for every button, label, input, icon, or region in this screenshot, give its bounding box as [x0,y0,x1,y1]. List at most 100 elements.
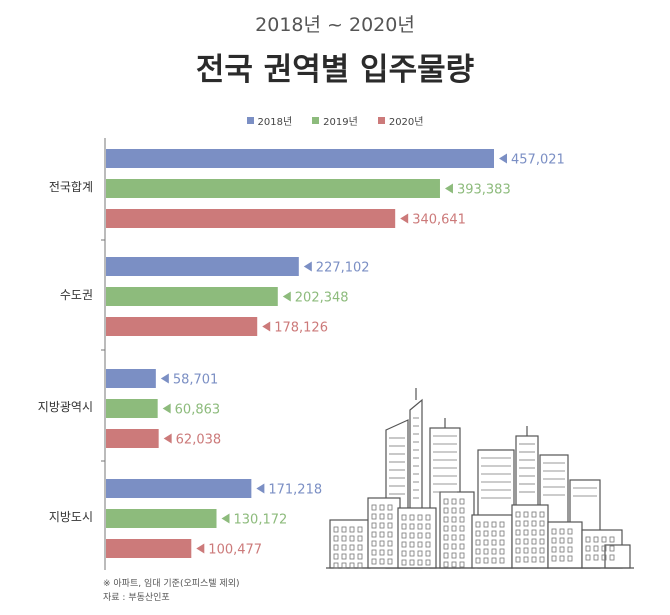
skyline-window [401,532,407,539]
skyline-window [357,553,363,560]
skyline-window [443,516,449,523]
skyline-window [551,546,557,553]
skyline-window [357,535,363,542]
footnote: ※ 아파트, 임대 기준(오피스텔 제외) 자료 : 부동산인포 [103,577,240,605]
skyline-window [459,525,465,532]
value-pointer [221,513,230,524]
city-skyline-illustration [326,388,634,569]
skyline-window [357,544,363,551]
value-pointer [162,403,171,414]
skyline-window [491,539,497,546]
skyline-window [409,541,415,548]
skyline-window [585,536,591,543]
skyline-window [349,535,355,542]
skyline-window [371,513,377,520]
value-pointer [262,321,271,332]
skyline-window [451,498,457,505]
skyline-window [609,554,615,561]
skyline-window [531,538,537,545]
bar [106,317,258,336]
skyline-window [417,559,423,566]
skyline-block-4 [439,491,475,569]
skyline-window [425,559,431,566]
data-label: 60,863 [175,403,221,418]
skyline-window [409,514,415,521]
skyline-window [401,550,407,557]
skyline-window [559,528,565,535]
skyline-window [539,547,545,554]
skyline-window [401,523,407,530]
skyline-window [341,535,347,542]
data-label: 130,172 [234,513,288,528]
skyline-window [475,539,481,546]
category-label: 지방도시 [49,510,93,524]
skyline-window [475,548,481,555]
skyline-window [387,522,393,529]
skyline-window [425,541,431,548]
bar [106,399,158,418]
skyline-window [459,543,465,550]
skyline-window [459,498,465,505]
skyline-window [459,507,465,514]
skyline-window [601,545,607,552]
skyline-window [409,559,415,566]
data-label: 227,102 [316,261,370,276]
skyline-window [475,557,481,564]
skyline-window [483,557,489,564]
skyline-window [499,557,505,564]
skyline-window [379,504,385,511]
skyline-window [515,538,521,545]
skyline-window [371,549,377,556]
data-label: 340,641 [412,213,466,228]
skyline-window [459,552,465,559]
skyline-window [333,544,339,551]
skyline-window [523,511,529,518]
category-label: 수도권 [60,288,93,302]
skyline-window [417,532,423,539]
skyline-window [483,548,489,555]
skyline-window [443,543,449,550]
value-pointer [256,483,265,494]
value-pointer [499,153,507,164]
skyline-window [499,530,505,537]
skyline-window [459,534,465,541]
skyline-window [567,546,573,553]
legend-label-2018: 2018년 [257,117,293,128]
skyline-window [387,504,393,511]
skyline-window [357,562,363,569]
skyline-window [451,543,457,550]
data-label: 178,126 [274,321,328,336]
skyline-window [349,562,355,569]
data-label: 202,348 [295,291,349,306]
skyline-window [387,549,393,556]
skyline-window [523,529,529,536]
legend-item-2019: 2019년 [312,113,358,128]
skyline-window [593,536,599,543]
skyline-window [585,554,591,561]
skyline-block-7 [547,521,583,569]
data-label: 100,477 [208,543,262,558]
skyline-window [417,550,423,557]
skyline-window [401,514,407,521]
skyline-window [601,554,607,561]
skyline-window [371,504,377,511]
skyline-window [451,561,457,568]
skyline-window [387,558,393,565]
skyline-window [341,562,347,569]
skyline-window [443,552,449,559]
skyline-window [451,525,457,532]
skyline-window [523,538,529,545]
legend-swatch-2019 [312,117,320,124]
chart-subtitle: 2018년 ~ 2020년 [255,14,415,36]
data-label: 457,021 [511,153,565,168]
skyline-window [539,511,545,518]
skyline-window [459,561,465,568]
skyline-window [417,541,423,548]
skyline-window [349,553,355,560]
skyline-window [451,552,457,559]
skyline-window [349,544,355,551]
skyline-window [531,511,537,518]
skyline-window [443,534,449,541]
skyline-window [593,545,599,552]
